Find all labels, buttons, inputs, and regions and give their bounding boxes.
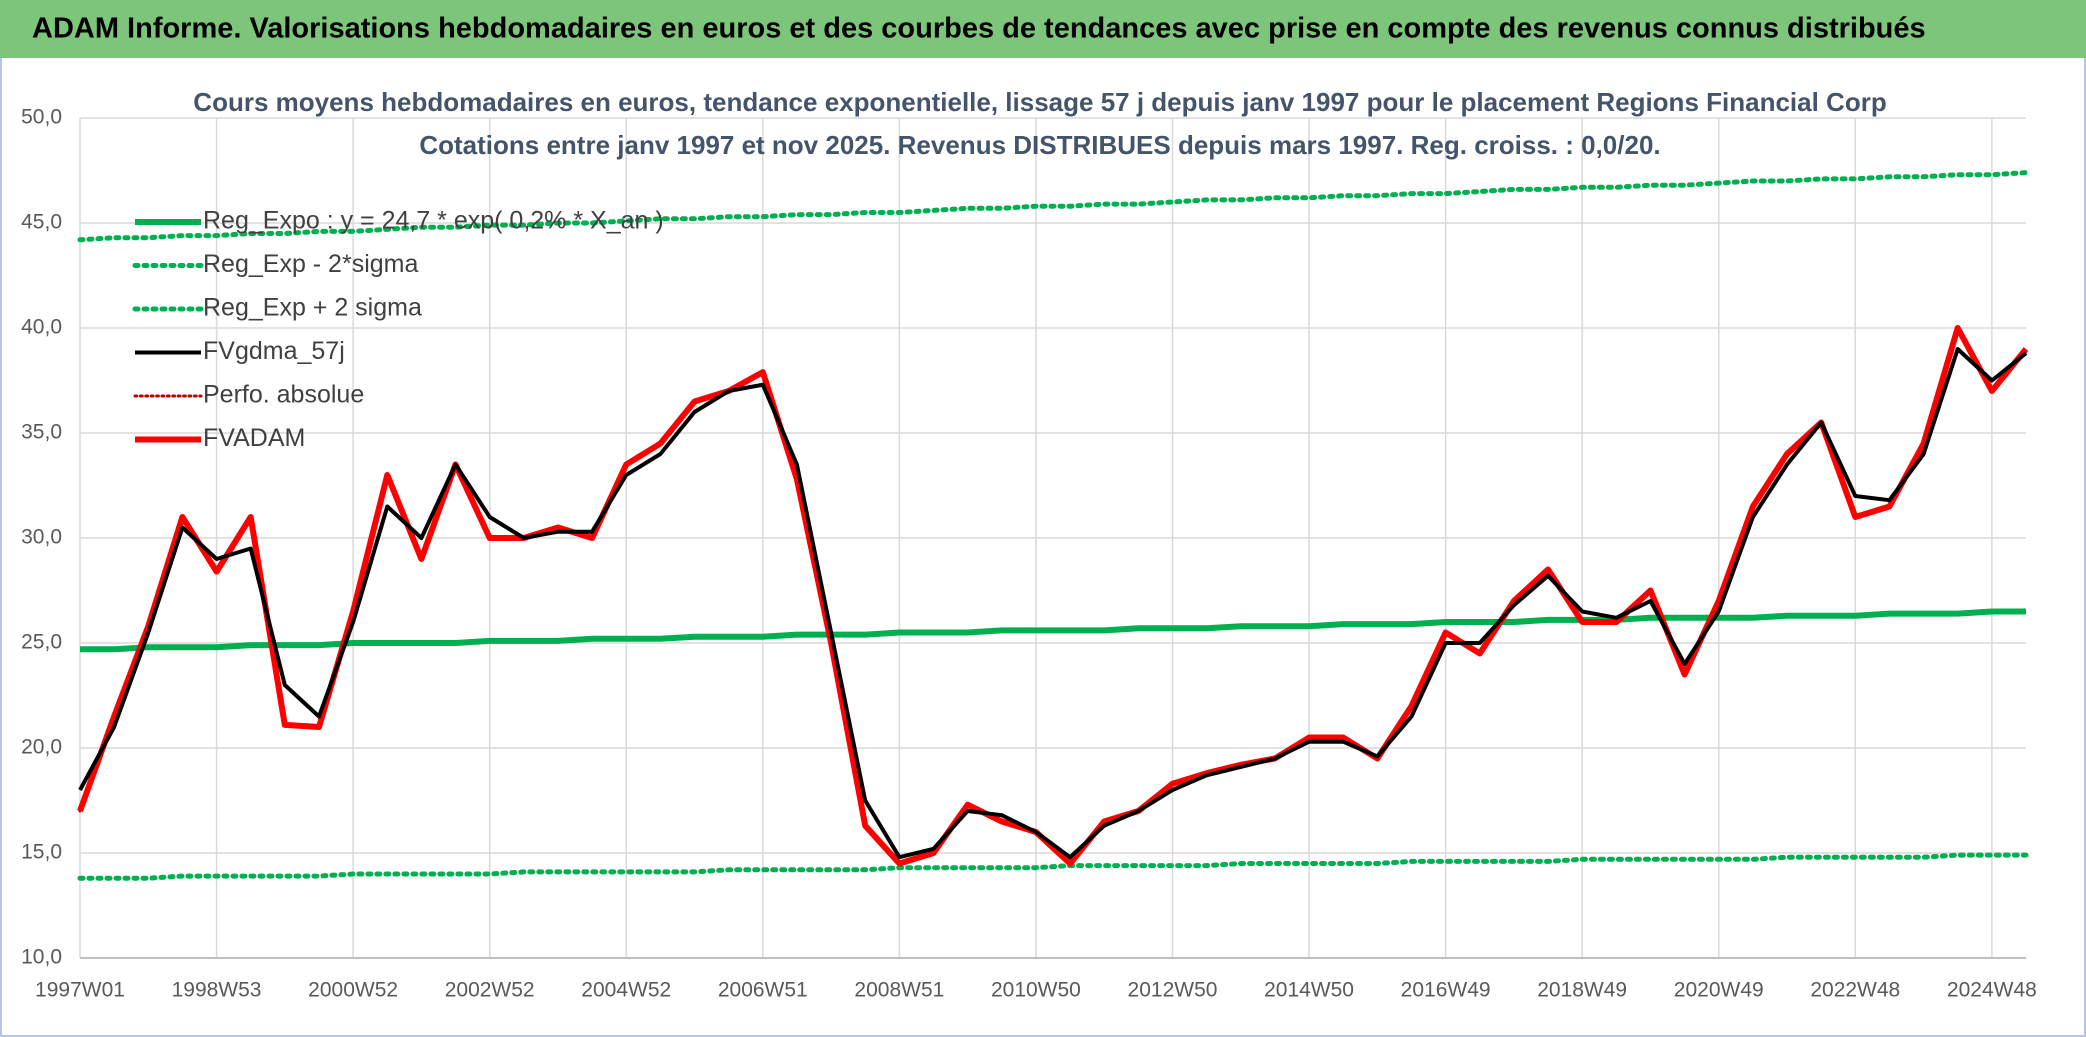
x-tick-label: 2014W50 [1264,979,1354,1002]
x-tick-label: 2010W50 [991,979,1081,1002]
x-tick-label: 1998W53 [172,979,262,1002]
chart-subtitle: Cotations entre janv 1997 et nov 2025. R… [419,130,1660,160]
legend-label: FVgdma_57j [203,337,345,365]
y-tick-label: 10,0 [21,946,62,969]
legend-label: Perfo. absolue [203,381,364,409]
y-tick-label: 35,0 [21,421,62,444]
plot: 10,0 15,0 20,0 25,0 30,0 35,0 40,0 45,0 50,0 1997… [21,106,2037,1002]
x-tick-label: 2018W49 [1537,979,1627,1002]
y-tick-label: 50,0 [21,106,62,129]
series-line [78,347,2028,860]
x-tick-label: 2024W48 [1947,979,2037,1002]
x-tick-label: 2012W50 [1128,979,1218,1002]
x-tick-label: 2020W49 [1674,979,1764,1002]
header-bar [0,0,2086,58]
chart-title: Cours moyens hebdomadaires en euros, ten… [193,87,1886,117]
legend-label: Reg_Exp - 2*sigma [203,250,418,278]
x-tick-label: 2006W51 [718,979,808,1002]
x-tick-label: 2008W51 [854,979,944,1002]
y-tick-label: 25,0 [21,631,62,654]
series-line [77,170,2029,243]
header-title: ADAM Informe. Valorisations hebdomadaire… [32,13,1926,45]
series-line [77,852,2029,881]
x-tick-label: 1997W01 [35,979,125,1002]
y-tick-label: 15,0 [21,841,62,864]
y-tick-label: 30,0 [21,526,62,549]
legend-label: Reg_Expo : y = 24,7 * exp( 0,2% * X_an ) [203,207,664,235]
y-tick-label: 20,0 [21,736,62,759]
x-tick-label: 2004W52 [581,979,671,1002]
y-tick-label: 40,0 [21,316,62,339]
x-tick-label: 2016W49 [1401,979,1491,1002]
x-tick-label: 2002W52 [445,979,535,1002]
legend-label: FVADAM [203,424,305,452]
y-tick-label: 45,0 [21,211,62,234]
legend-label: Reg_Exp + 2 sigma [203,294,422,322]
x-tick-label: 2000W52 [308,979,398,1002]
series-line [80,608,2026,653]
x-tick-label: 2022W48 [1810,979,1900,1002]
